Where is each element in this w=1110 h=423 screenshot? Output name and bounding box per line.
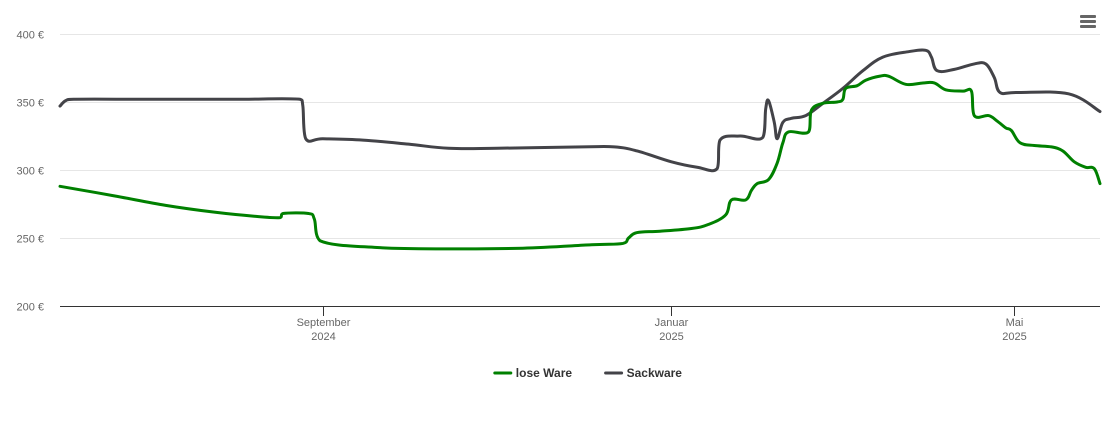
x-tick-label-year: 2025 (659, 331, 683, 343)
x-tick-label-year: 2025 (1002, 331, 1026, 343)
legend-item[interactable]: Sackware (604, 366, 683, 380)
y-tick-label: 200 € (16, 302, 44, 314)
legend[interactable]: lose Ware Sackware (493, 366, 683, 380)
x-tick-label: September (297, 317, 351, 329)
hamburger-menu-icon-bottom (1080, 25, 1096, 28)
legend-item[interactable]: lose Ware (493, 366, 573, 380)
y-tick-label: 300 € (16, 166, 44, 178)
x-tick-label: Januar (655, 317, 689, 329)
series-lines (58, 48, 1102, 251)
y-tick-label: 400 € (16, 30, 44, 42)
chart-menu-button[interactable] (1076, 10, 1100, 32)
y-axis: 200 € 250 € 300 € 350 € 400 € (16, 30, 44, 314)
legend-label: Sackware (627, 366, 683, 380)
grid-lines (60, 34, 1100, 239)
y-tick-label: 350 € (16, 98, 44, 110)
series-line-sackware (58, 48, 1102, 173)
x-axis: September 2024 Januar 2025 Mai 2025 (60, 306, 1100, 343)
series-line-lose-ware (58, 73, 1102, 251)
y-tick-label: 250 € (16, 234, 44, 246)
hamburger-menu-icon (1080, 15, 1096, 18)
x-tick-label: Mai (1006, 317, 1024, 329)
legend-label: lose Ware (516, 366, 573, 380)
hamburger-menu-icon-middle (1080, 20, 1096, 23)
x-tick-label-year: 2024 (311, 331, 335, 343)
